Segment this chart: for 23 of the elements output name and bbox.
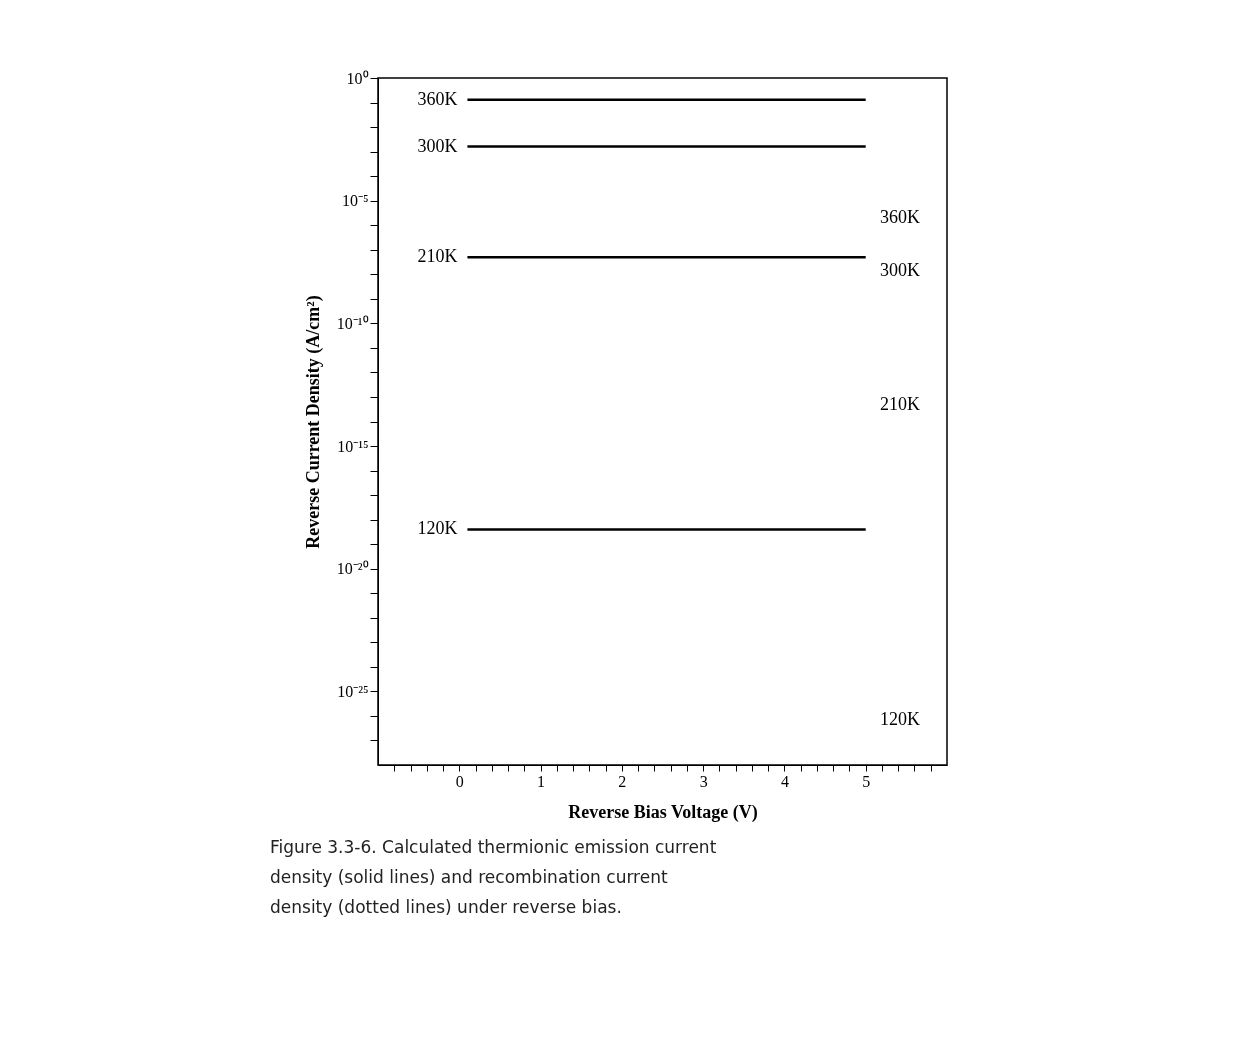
annotation: 120K	[880, 709, 920, 729]
annotation: 210K	[880, 394, 920, 414]
y-tick-label: 10⁻¹⁵	[337, 437, 369, 455]
x-tick-label: 4	[780, 772, 789, 790]
y-tick-label: 10⁻²⁰	[336, 560, 369, 578]
x-tick-label: 1	[537, 772, 546, 790]
y-tick-label: 10⁰	[346, 69, 369, 87]
legend-label: 360K	[417, 88, 458, 109]
legend-label: 120K	[417, 518, 458, 539]
annotation: 360K	[880, 207, 920, 227]
x-tick-label: 2	[618, 772, 627, 790]
caption: Figure 3.3-6. Calculated thermionic emission current density (solid lines) and recombination current density (dotted lines) under reverse bias.	[270, 837, 717, 917]
x-tick-label: 5	[862, 772, 871, 790]
y-axis-title: Reverse Current Density (A/cm²)	[302, 295, 324, 549]
annotation: 300K	[880, 260, 920, 280]
x-tick-label: 0	[455, 772, 464, 790]
y-tick-label: 10⁻⁵	[341, 192, 369, 210]
y-tick-label: 10⁻¹⁰	[336, 314, 369, 332]
legend-label: 210K	[417, 246, 458, 267]
x-axis-title: Reverse Bias Voltage (V)	[568, 801, 758, 823]
legend-label: 300K	[417, 135, 458, 156]
x-tick-label: 3	[699, 772, 708, 790]
y-tick-label: 10⁻²⁵	[337, 682, 369, 700]
